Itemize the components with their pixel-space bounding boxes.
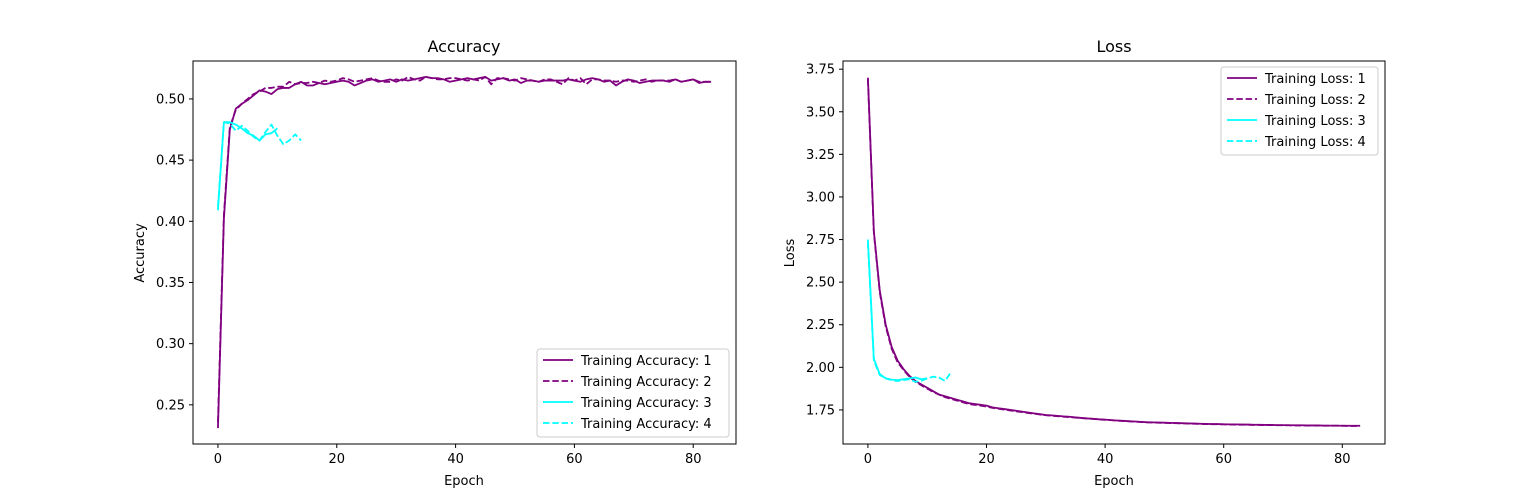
loss-y-tick-label: 3.50 xyxy=(806,105,835,120)
loss-chart: Loss 0 20 40 60 80 1.75 2.00 2.25 2.50 2.75 3.00 3.… xyxy=(783,37,1386,489)
loss-x-tick-label: 0 xyxy=(864,452,872,467)
loss-series-layer xyxy=(867,77,1361,427)
loss-y-tick-label: 2.50 xyxy=(806,276,835,291)
loss-legend-label-2: Training Loss: 2 xyxy=(1264,93,1366,108)
accuracy-axes-frame xyxy=(192,60,737,445)
loss-y-tick-label: 3.00 xyxy=(806,190,835,205)
loss-title: Loss xyxy=(1096,37,1131,56)
accuracy-x-tick-label: 20 xyxy=(328,452,345,467)
accuracy-series-line-4 xyxy=(217,121,302,207)
loss-y-tick-label: 1.75 xyxy=(806,403,835,418)
loss-series-line-4 xyxy=(867,242,952,383)
accuracy-x-tick-label: 80 xyxy=(685,452,702,467)
accuracy-ticks: 0 20 40 60 80 0.25 0.30 0.35 0.40 0.45 0.50 xyxy=(156,92,701,467)
accuracy-legend-label-3: Training Accuracy: 3 xyxy=(580,396,712,411)
accuracy-legend: Training Accuracy: 1 Training Accuracy: 2… xyxy=(536,348,730,438)
loss-legend-label-1: Training Loss: 1 xyxy=(1264,72,1366,87)
loss-x-tick-label: 20 xyxy=(978,452,995,467)
accuracy-x-tick-label: 60 xyxy=(566,452,583,467)
loss-y-tick-label: 3.25 xyxy=(806,148,835,163)
accuracy-y-tick-label: 0.40 xyxy=(156,215,185,230)
loss-y-axis-label: Loss xyxy=(783,239,798,268)
loss-legend-label-4: Training Loss: 4 xyxy=(1264,135,1366,150)
loss-series-line-2 xyxy=(867,79,1361,427)
loss-y-tick-label: 2.25 xyxy=(806,318,835,333)
loss-legend-label-3: Training Loss: 3 xyxy=(1264,114,1366,129)
accuracy-x-axis-label: Epoch xyxy=(444,474,484,489)
loss-axes-frame xyxy=(842,60,1386,445)
accuracy-series-layer xyxy=(217,76,712,429)
accuracy-y-tick-label: 0.30 xyxy=(156,337,185,352)
accuracy-title: Accuracy xyxy=(427,37,500,56)
loss-ticks: 0 20 40 60 80 1.75 2.00 2.25 2.50 2.75 3.00 3.25 3.5… xyxy=(806,63,1351,467)
accuracy-legend-label-2: Training Accuracy: 2 xyxy=(580,375,712,390)
accuracy-x-tick-label: 0 xyxy=(214,452,222,467)
loss-x-tick-label: 80 xyxy=(1334,452,1351,467)
accuracy-y-tick-label: 0.25 xyxy=(156,398,185,413)
accuracy-legend-label-1: Training Accuracy: 1 xyxy=(580,354,712,369)
loss-x-tick-label: 40 xyxy=(1097,452,1114,467)
loss-y-tick-label: 3.75 xyxy=(806,63,835,78)
accuracy-x-tick-label: 40 xyxy=(447,452,464,467)
loss-x-axis-label: Epoch xyxy=(1094,474,1134,489)
loss-legend-frame xyxy=(1220,66,1379,156)
accuracy-legend-label-4: Training Accuracy: 4 xyxy=(580,417,712,432)
loss-y-tick-label: 2.75 xyxy=(806,233,835,248)
accuracy-series-line-1 xyxy=(217,76,712,429)
loss-y-tick-label: 2.00 xyxy=(806,361,835,376)
accuracy-legend-frame xyxy=(536,348,730,438)
accuracy-y-tick-label: 0.35 xyxy=(156,276,185,291)
accuracy-chart: Accuracy 0 20 40 60 80 0.25 0.30 0.35 0.40 0.45 0.… xyxy=(133,37,737,489)
accuracy-y-axis-label: Accuracy xyxy=(133,223,148,283)
accuracy-y-tick-label: 0.45 xyxy=(156,154,185,169)
loss-x-tick-label: 60 xyxy=(1215,452,1232,467)
accuracy-series-line-2 xyxy=(217,76,712,422)
accuracy-y-tick-label: 0.50 xyxy=(156,92,185,107)
loss-legend: Training Loss: 1 Training Loss: 2 Training… xyxy=(1220,66,1379,156)
